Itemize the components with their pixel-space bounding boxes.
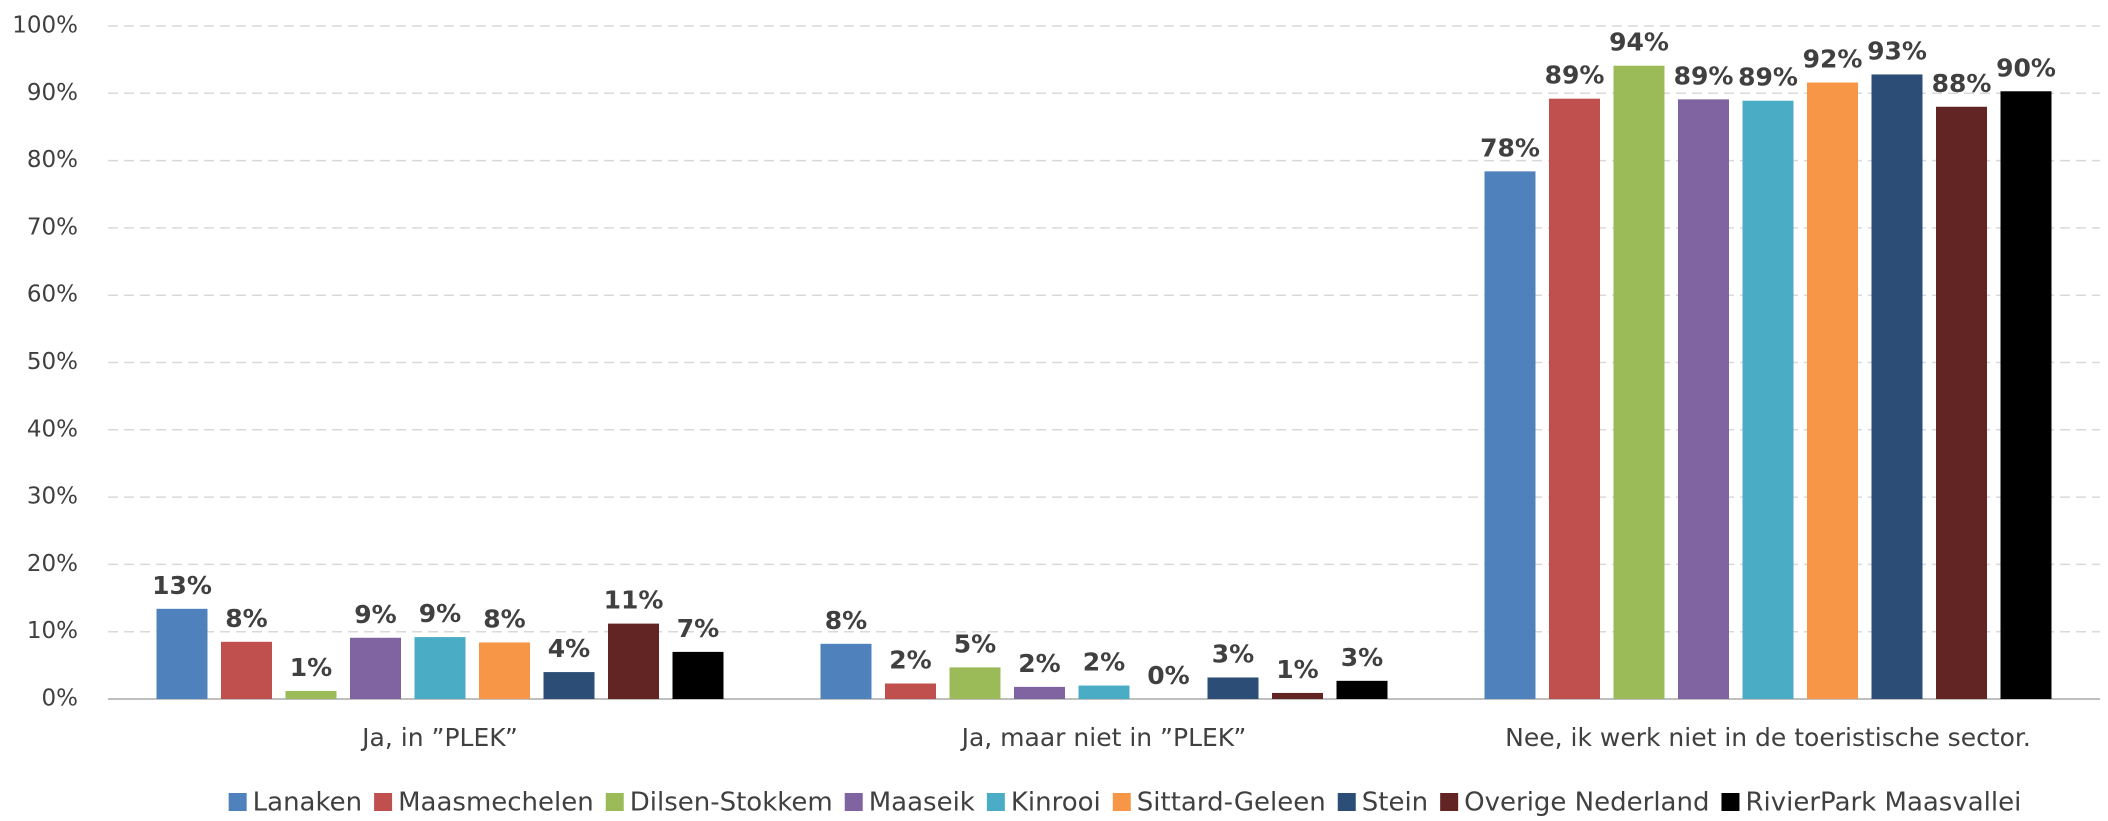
data-label: 2% (889, 646, 931, 675)
bar (285, 690, 337, 699)
data-label: 5% (954, 629, 996, 658)
data-label: 2% (1083, 648, 1125, 677)
legend-swatch (228, 793, 247, 811)
bar (1207, 677, 1259, 699)
data-label: 7% (677, 614, 719, 643)
bar (608, 623, 659, 699)
legend-swatch (1112, 793, 1131, 811)
data-label: 1% (290, 653, 332, 682)
data-label: 9% (354, 600, 396, 629)
data-label: 9% (419, 599, 461, 628)
legend-swatch (844, 793, 863, 811)
legend-label: Maasmechelen (398, 788, 594, 818)
bar (1336, 680, 1388, 699)
bar (1014, 686, 1065, 699)
bar (1484, 171, 1536, 700)
bar (156, 608, 208, 699)
data-label: 89% (1674, 61, 1734, 90)
data-label: 2% (1018, 649, 1060, 678)
legend-label: Kinrooi (1011, 788, 1101, 818)
legend-label: Stein (1362, 788, 1428, 818)
data-label: 92% (1803, 45, 1863, 74)
y-tick-label: 20% (27, 551, 78, 577)
y-tick-label: 80% (27, 147, 78, 173)
data-label: 11% (604, 586, 664, 615)
data-label: 89% (1545, 61, 1605, 90)
bar (1871, 74, 1923, 700)
data-label: 0% (1147, 661, 1189, 690)
x-tick-label: Nee, ik werk niet in de toeristische sec… (1505, 723, 2031, 752)
data-label: 93% (1867, 36, 1927, 65)
legend-label: Dilsen-Stokkem (630, 788, 833, 818)
legend-swatch (605, 793, 624, 811)
legend-swatch (1440, 793, 1459, 811)
legend-swatch (1721, 793, 1740, 811)
y-tick-label: 40% (27, 416, 78, 442)
bar (820, 643, 872, 699)
data-label: 4% (548, 634, 590, 663)
legend-label: Maaseik (869, 788, 975, 818)
legend-swatch (986, 793, 1005, 811)
bar (414, 637, 466, 699)
data-label: 13% (152, 571, 212, 600)
y-tick-label: 90% (27, 80, 78, 106)
y-tick-label: 70% (27, 214, 78, 240)
data-label: 78% (1480, 133, 1540, 162)
legend-label: Lanaken (253, 788, 362, 818)
legend-swatch (374, 793, 393, 811)
y-tick-label: 30% (27, 484, 78, 510)
x-tick-label: Ja, in ”PLEK” (360, 723, 518, 752)
data-label: 3% (1212, 639, 1254, 668)
y-tick-label: 10% (27, 618, 78, 644)
data-label: 3% (1341, 643, 1383, 672)
bar (1549, 98, 1600, 699)
x-tick-label: Ja, maar niet in ”PLEK” (960, 723, 1247, 752)
data-label: 8% (225, 604, 267, 633)
bar (1807, 82, 1858, 700)
bar (1678, 99, 1729, 700)
bar (350, 637, 401, 699)
data-label: 8% (825, 606, 867, 635)
data-label: 88% (1932, 69, 1992, 98)
bar (221, 641, 272, 699)
bar (1272, 692, 1323, 699)
bar (1613, 65, 1665, 699)
data-label: 90% (1996, 53, 2056, 82)
y-tick-label: 60% (27, 282, 78, 308)
bar (2000, 91, 2052, 699)
bar (885, 683, 936, 699)
legend-label: Sittard-Geleen (1137, 788, 1326, 818)
data-label: 89% (1738, 63, 1798, 92)
data-label: 94% (1609, 28, 1669, 57)
bar (1742, 100, 1794, 699)
bar (479, 642, 530, 699)
y-tick-label: 0% (42, 686, 79, 712)
y-tick-label: 50% (27, 349, 78, 375)
bar (543, 672, 595, 699)
data-label: 1% (1276, 655, 1318, 684)
legend-label: Overige Nederland (1464, 788, 1709, 818)
bar (672, 651, 724, 699)
legend-swatch (1337, 793, 1356, 811)
bar (949, 667, 1001, 699)
legend-label: RivierPark Maasvallei (1745, 788, 2021, 818)
bar (1936, 106, 1987, 699)
data-label: 8% (483, 604, 525, 633)
bar (1078, 685, 1130, 699)
y-tick-label: 100% (12, 13, 78, 39)
